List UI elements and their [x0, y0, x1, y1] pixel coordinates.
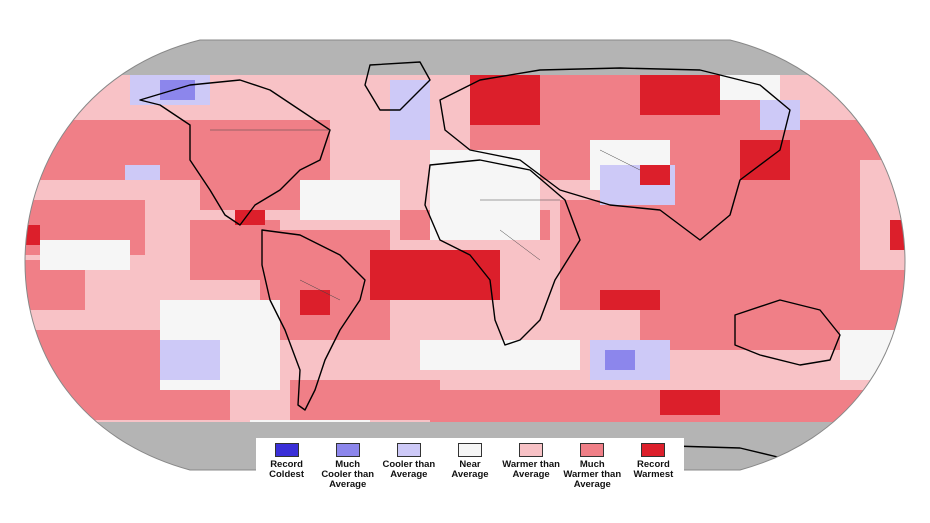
legend-swatch: [274, 443, 299, 457]
legend-item: Much Warmer than Average: [562, 443, 623, 490]
legend: Record Coldest Much Cooler than Average Coole…: [256, 438, 684, 492]
legend-label: Record Coldest: [269, 459, 304, 480]
legend-label: Cooler than Average: [382, 459, 436, 480]
legend-swatch: [457, 443, 482, 457]
legend-swatch: [396, 443, 421, 457]
eurasia-coast: [439, 67, 791, 241]
legend-item: Record Warmest: [623, 443, 684, 480]
greenland-coast: [364, 61, 431, 111]
coastlines: [139, 61, 841, 461]
legend-label: Much Cooler than Average: [321, 459, 375, 490]
legend-swatch: [519, 443, 544, 457]
legend-item: Near Average: [439, 443, 500, 480]
north-america-coast: [139, 79, 331, 226]
globe-outline: [24, 39, 906, 471]
much-cooler-regions: [160, 80, 635, 370]
record-warmest-regions: [25, 75, 905, 415]
legend-item: Much Cooler than Average: [317, 443, 378, 490]
legend-item: Record Coldest: [256, 443, 317, 480]
legend-item: Cooler than Average: [378, 443, 439, 480]
legend-label: Near Average: [451, 459, 489, 480]
legend-item: Warmer than Average: [501, 443, 562, 480]
legend-label: Record Warmest: [633, 459, 674, 480]
legend-swatch: [335, 443, 360, 457]
australia-coast: [734, 299, 841, 366]
legend-label: Much Warmer than Average: [563, 459, 622, 490]
africa-coast: [424, 159, 581, 346]
country-borders: [210, 129, 641, 301]
legend-label: Warmer than Average: [502, 459, 560, 480]
legend-swatch: [641, 443, 666, 457]
legend-swatch: [580, 443, 605, 457]
south-america-coast: [261, 229, 366, 411]
